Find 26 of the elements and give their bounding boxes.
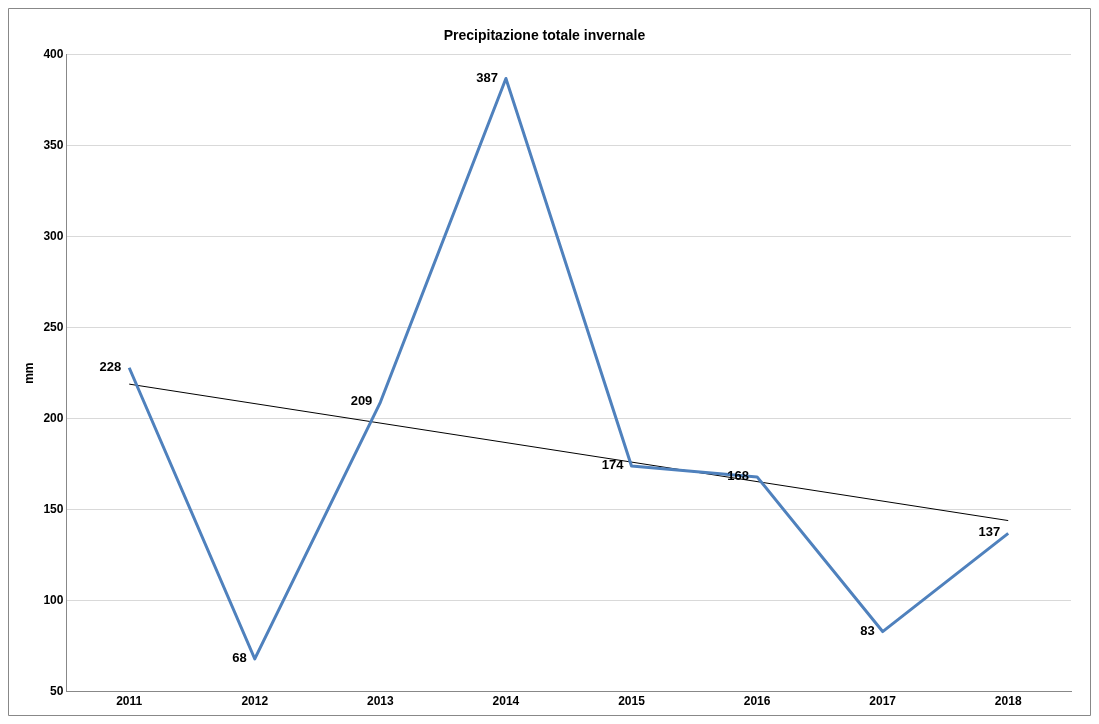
y-tick-label: 50	[50, 683, 64, 698]
x-tick-label: 2015	[618, 694, 646, 709]
y-tick-label: 350	[43, 138, 64, 153]
x-tick-label: 2016	[743, 694, 771, 709]
data-label: 83	[860, 622, 875, 638]
x-tick-label: 2017	[869, 694, 897, 709]
y-tick-label: 250	[43, 320, 64, 335]
chart-title: Precipitazione totale invernale	[443, 27, 646, 44]
x-tick-label: 2011	[116, 694, 143, 709]
data-label: 68	[232, 649, 247, 665]
data-label: 387	[476, 69, 498, 85]
data-label: 137	[978, 524, 1001, 540]
x-tick-label: 2012	[241, 694, 269, 709]
data-label: 228	[99, 358, 122, 374]
y-tick-label: 300	[43, 229, 64, 244]
y-tick-label: 400	[43, 47, 64, 62]
x-tick-label: 2018	[994, 694, 1022, 709]
data-label: 209	[350, 393, 373, 409]
x-tick-label: 2014	[492, 694, 520, 709]
data-label: 174	[601, 457, 625, 473]
x-tick-label: 2013	[367, 694, 395, 709]
y-tick-label: 150	[43, 501, 64, 516]
y-tick-label: 200	[43, 411, 64, 425]
data-label: 168	[727, 467, 750, 483]
y-axis-title: mm	[21, 362, 36, 384]
y-tick-label: 100	[43, 592, 64, 607]
